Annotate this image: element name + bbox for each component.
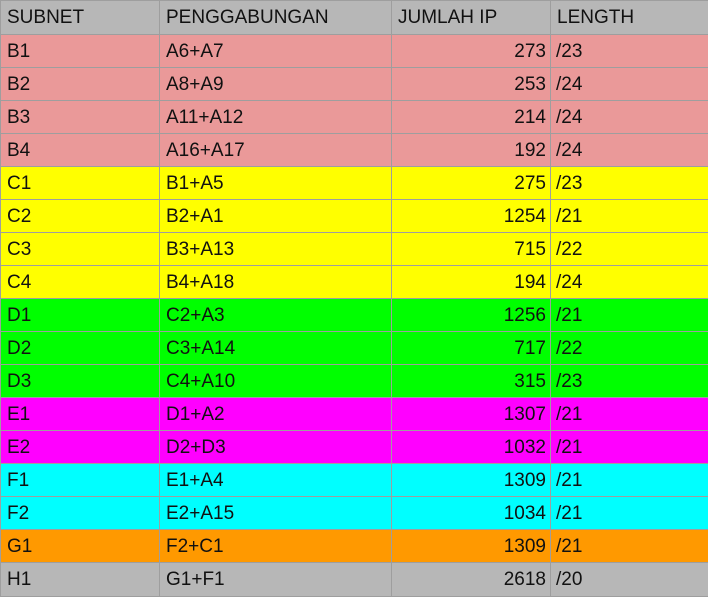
penggabungan-cell[interactable]: C3+A14 <box>160 332 392 365</box>
jumlah-ip-cell[interactable]: 194 <box>392 266 551 299</box>
jumlah-ip-cell[interactable]: 2618 <box>392 563 551 597</box>
penggabungan-cell[interactable]: A6+A7 <box>160 35 392 68</box>
jumlah-ip-cell[interactable]: 717 <box>392 332 551 365</box>
length-cell[interactable]: /24 <box>551 134 708 167</box>
length-cell[interactable]: /23 <box>551 365 708 398</box>
subnet-cell[interactable]: C3 <box>1 233 160 266</box>
penggabungan-cell[interactable]: B3+A13 <box>160 233 392 266</box>
subnet-cell[interactable]: G1 <box>1 530 160 563</box>
length-cell[interactable]: /21 <box>551 497 708 530</box>
subnet-cell[interactable]: E2 <box>1 431 160 464</box>
jumlah-ip-cell[interactable]: 1254 <box>392 200 551 233</box>
subnet-cell[interactable]: D3 <box>1 365 160 398</box>
length-cell[interactable]: /21 <box>551 200 708 233</box>
length-cell[interactable]: /23 <box>551 167 708 200</box>
penggabungan-cell[interactable]: C4+A10 <box>160 365 392 398</box>
jumlah-ip-cell[interactable]: 253 <box>392 68 551 101</box>
penggabungan-cell[interactable]: A8+A9 <box>160 68 392 101</box>
jumlah-ip-cell[interactable]: 214 <box>392 101 551 134</box>
subnet-cell[interactable]: F2 <box>1 497 160 530</box>
length-cell[interactable]: /21 <box>551 398 708 431</box>
length-cell[interactable]: /20 <box>551 563 708 597</box>
column-header-subnet[interactable]: SUBNET <box>1 1 160 35</box>
jumlah-ip-cell[interactable]: 715 <box>392 233 551 266</box>
penggabungan-cell[interactable]: D1+A2 <box>160 398 392 431</box>
penggabungan-cell[interactable]: B2+A1 <box>160 200 392 233</box>
penggabungan-cell[interactable]: E1+A4 <box>160 464 392 497</box>
jumlah-ip-cell[interactable]: 1256 <box>392 299 551 332</box>
subnet-cell[interactable]: F1 <box>1 464 160 497</box>
column-header-jumlah-ip[interactable]: JUMLAH IP <box>392 1 551 35</box>
penggabungan-cell[interactable]: E2+A15 <box>160 497 392 530</box>
penggabungan-cell[interactable]: B4+A18 <box>160 266 392 299</box>
jumlah-ip-cell[interactable]: 1032 <box>392 431 551 464</box>
jumlah-ip-cell[interactable]: 1309 <box>392 530 551 563</box>
subnet-cell[interactable]: D2 <box>1 332 160 365</box>
penggabungan-cell[interactable]: F2+C1 <box>160 530 392 563</box>
jumlah-ip-cell[interactable]: 192 <box>392 134 551 167</box>
length-cell[interactable]: /24 <box>551 101 708 134</box>
length-cell[interactable]: /22 <box>551 332 708 365</box>
length-cell[interactable]: /23 <box>551 35 708 68</box>
column-header-penggabungan[interactable]: PENGGABUNGAN <box>160 1 392 35</box>
jumlah-ip-cell[interactable]: 1307 <box>392 398 551 431</box>
subnet-cell[interactable]: B4 <box>1 134 160 167</box>
subnet-cell[interactable]: E1 <box>1 398 160 431</box>
jumlah-ip-cell[interactable]: 1309 <box>392 464 551 497</box>
subnet-cell[interactable]: H1 <box>1 563 160 597</box>
length-cell[interactable]: /24 <box>551 68 708 101</box>
penggabungan-cell[interactable]: B1+A5 <box>160 167 392 200</box>
penggabungan-cell[interactable]: A16+A17 <box>160 134 392 167</box>
header-row: SUBNET PENGGABUNGAN JUMLAH IP LENGTH <box>1 1 708 35</box>
penggabungan-cell[interactable]: D2+D3 <box>160 431 392 464</box>
penggabungan-cell[interactable]: A11+A12 <box>160 101 392 134</box>
penggabungan-cell[interactable]: G1+F1 <box>160 563 392 597</box>
length-cell[interactable]: /21 <box>551 464 708 497</box>
column-header-length[interactable]: LENGTH <box>551 1 708 35</box>
subnet-cell[interactable]: C2 <box>1 200 160 233</box>
subnet-cell[interactable]: C1 <box>1 167 160 200</box>
length-cell[interactable]: /24 <box>551 266 708 299</box>
jumlah-ip-cell[interactable]: 273 <box>392 35 551 68</box>
penggabungan-cell[interactable]: C2+A3 <box>160 299 392 332</box>
subnet-cell[interactable]: B3 <box>1 101 160 134</box>
subnet-cell[interactable]: D1 <box>1 299 160 332</box>
jumlah-ip-cell[interactable]: 315 <box>392 365 551 398</box>
jumlah-ip-cell[interactable]: 275 <box>392 167 551 200</box>
subnet-cell[interactable]: C4 <box>1 266 160 299</box>
jumlah-ip-cell[interactable]: 1034 <box>392 497 551 530</box>
length-cell[interactable]: /21 <box>551 299 708 332</box>
length-cell[interactable]: /21 <box>551 530 708 563</box>
subnet-cell[interactable]: B2 <box>1 68 160 101</box>
length-cell[interactable]: /21 <box>551 431 708 464</box>
subnet-cell[interactable]: B1 <box>1 35 160 68</box>
length-cell[interactable]: /22 <box>551 233 708 266</box>
